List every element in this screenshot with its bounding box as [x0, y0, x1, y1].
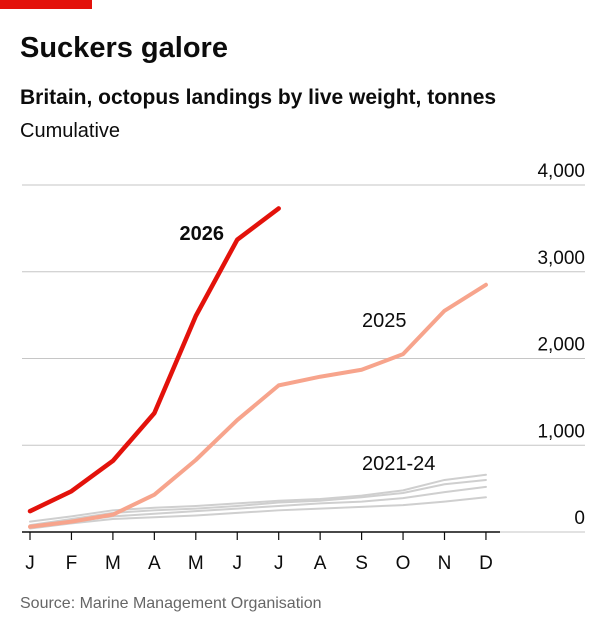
series-label: 2025: [362, 310, 407, 332]
y-tick-label: 3,000: [537, 248, 585, 269]
series-line: [29, 496, 487, 530]
x-tick-label: J: [274, 553, 284, 574]
x-tick-label: S: [355, 553, 368, 574]
y-tick-label: 0: [574, 508, 585, 529]
series-line: [27, 206, 281, 514]
brand-bar: [0, 0, 92, 9]
source: Source: Marine Management Organisation: [20, 595, 322, 612]
series-line: [28, 282, 488, 529]
y-tick-label: 1,000: [537, 421, 585, 442]
x-tick-label: J: [25, 553, 35, 574]
x-tick-label: M: [188, 553, 204, 574]
chart-note: Cumulative: [20, 120, 120, 142]
chart-title: Suckers galore: [20, 32, 228, 64]
x-tick-label: J: [233, 553, 243, 574]
series-label: 2021-24: [362, 453, 435, 475]
x-tick-label: M: [105, 553, 121, 574]
x-tick-label: A: [148, 553, 161, 574]
x-tick-label: O: [396, 553, 411, 574]
x-tick-label: A: [314, 553, 327, 574]
x-tick-label: F: [66, 553, 78, 574]
x-tick-label: D: [479, 553, 493, 574]
series-label: 2026: [180, 223, 225, 245]
series-line: [29, 473, 487, 523]
y-tick-label: 2,000: [537, 335, 585, 356]
chart-subtitle: Britain, octopus landings by live weight…: [20, 86, 496, 109]
y-tick-label: 4,000: [537, 161, 585, 182]
x-tick-label: N: [438, 553, 452, 574]
